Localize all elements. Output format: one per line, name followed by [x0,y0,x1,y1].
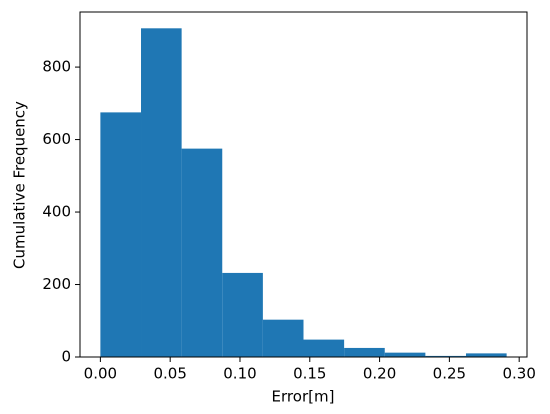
y-tick-label: 600 [42,130,71,148]
bar [222,272,263,357]
x-axis-label: Error[m] [272,388,335,406]
x-tick-label: 0.00 [84,365,117,383]
y-axis-label: Cumulative Frequency [11,101,29,269]
x-tick-label: 0.30 [502,365,535,383]
y-tick-label: 800 [42,58,71,76]
bar [303,339,345,357]
bar [181,148,223,357]
y-tick-label: 400 [42,203,71,221]
y-tick-label: 200 [42,275,71,293]
x-tick-label: 0.10 [223,365,256,383]
x-tick-label: 0.25 [433,365,466,383]
bar [100,112,142,358]
y-tick-label: 0 [61,348,71,366]
bar [465,353,507,357]
bar [262,319,304,357]
x-tick-label: 0.05 [153,365,186,383]
x-tick-label: 0.15 [293,365,326,383]
plot-frame [79,11,528,358]
bar [141,28,182,358]
bar [344,347,385,357]
bar [384,352,426,357]
x-tick-label: 0.20 [363,365,396,383]
bar [425,355,466,357]
